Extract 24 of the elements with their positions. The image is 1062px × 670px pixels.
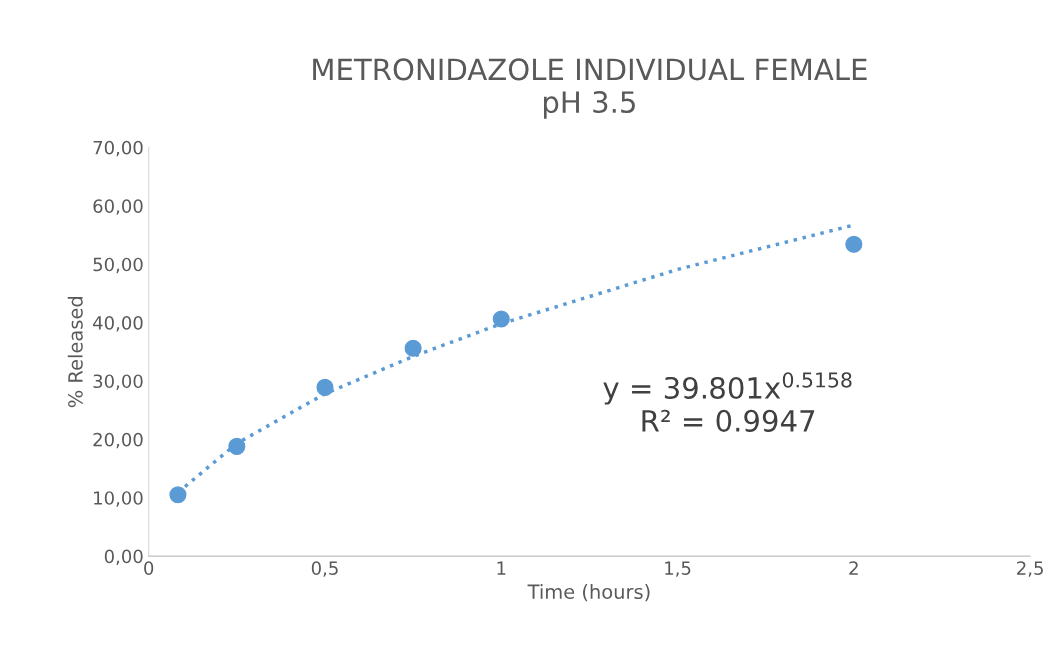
point [404, 339, 422, 357]
point [228, 437, 246, 455]
y-tick-label: 10,00 [94, 491, 143, 507]
x-tick-label: 1,5 [665, 561, 691, 577]
chart-title: METRONIDAZOLE INDIVIDUAL FEMALE pH 3.5 [313, 58, 867, 119]
point [169, 486, 187, 504]
annotation: y = 39.801x$^{0.5158}$ R² = 0.9947 [603, 372, 852, 432]
x-tick-label: 1 [497, 561, 506, 575]
y-tick-label: 60,00 [93, 199, 143, 215]
point [492, 310, 510, 328]
x-tick-label: 2 [849, 561, 858, 575]
x-tick-label: 0 [144, 561, 154, 575]
y-tick-label: 40,00 [93, 316, 143, 332]
y-axis-title: % Released [67, 297, 83, 408]
y-tick-label: 30,00 [93, 374, 143, 390]
x-tick-label: 0,5 [311, 561, 338, 577]
y-tick-label: 20,00 [93, 432, 143, 449]
x-tick-label: 2,5 [1017, 561, 1043, 577]
y-tick-label: 50,00 [93, 257, 143, 274]
point [316, 378, 334, 396]
x-axis-title: Time (hours) [527, 583, 650, 602]
point [845, 235, 863, 253]
y-tick-label: 70,00 [93, 140, 143, 157]
y-tick-label: 0,00 [104, 549, 143, 566]
